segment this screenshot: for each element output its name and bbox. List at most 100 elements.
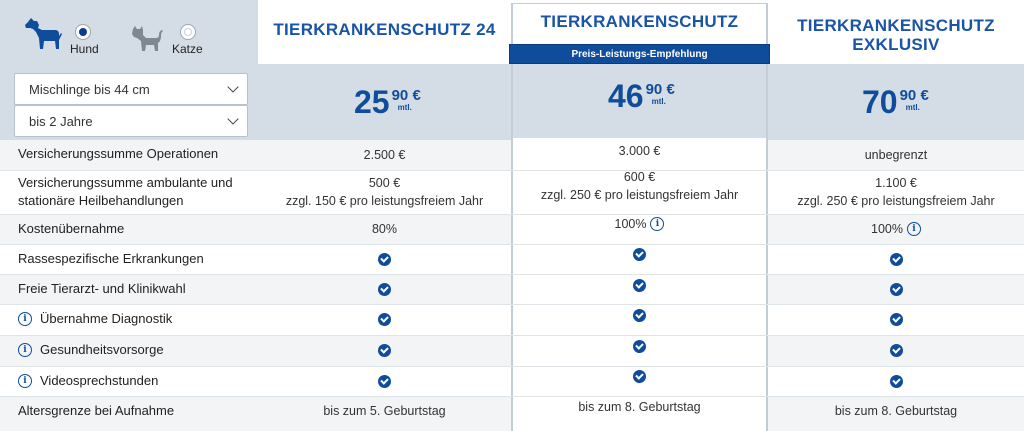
dog-option[interactable] bbox=[22, 16, 62, 53]
row-label-text: Gesundheitsvorsorge bbox=[40, 342, 164, 357]
plan1-price: 25 90 € mtl. bbox=[354, 86, 421, 118]
check-icon bbox=[633, 278, 646, 292]
check-icon bbox=[889, 313, 903, 326]
value-line: 1.100 € bbox=[875, 176, 917, 190]
divider bbox=[0, 335, 1024, 336]
row-label-operations: Versicherungssumme Operationen bbox=[18, 146, 219, 161]
plan3-diagnostics bbox=[768, 304, 1024, 335]
price-unit: mtl. bbox=[397, 103, 412, 112]
row-label-line: Versicherungssumme ambulante und bbox=[18, 175, 233, 190]
plan3-health-care bbox=[768, 335, 1024, 366]
value-line: 500 € bbox=[368, 176, 401, 190]
divider bbox=[0, 170, 1024, 171]
divider bbox=[0, 304, 1024, 305]
price-unit: mtl. bbox=[905, 103, 920, 112]
plan1-breed-diseases bbox=[258, 244, 511, 274]
age-select[interactable]: bis 2 Jahre bbox=[14, 105, 248, 137]
info-icon[interactable]: i bbox=[906, 222, 921, 236]
price-main: 46 bbox=[608, 78, 644, 114]
divider bbox=[0, 274, 1024, 275]
value-line: zzgl. 150 € pro leistungsfreiem Jahr bbox=[285, 194, 484, 208]
check-icon bbox=[633, 340, 646, 353]
plan2-diagnostics bbox=[513, 300, 766, 331]
price-main: 70 bbox=[862, 84, 898, 120]
row-label-line: stationäre Heilbehandlungen bbox=[18, 193, 184, 208]
plan1-age-limit: bis zum 5. Geburtstag bbox=[323, 404, 446, 418]
dog-icon bbox=[25, 18, 62, 49]
price-cents: 90 € bbox=[391, 87, 421, 104]
price-cents: 90 € bbox=[645, 81, 675, 98]
check-icon bbox=[633, 247, 646, 261]
plan2-breed-diseases bbox=[513, 239, 766, 269]
price-unit: mtl. bbox=[651, 97, 666, 106]
size-select-value: Mischlinge bis 44 cm bbox=[29, 81, 150, 97]
info-icon[interactable]: i bbox=[18, 374, 32, 388]
plan3-price: 70 90 € mtl. bbox=[862, 86, 929, 118]
plan1-treatments: 500 € zzgl. 150 € pro leistungsfreiem Ja… bbox=[258, 172, 511, 212]
plan1-cost-coverage: 80% bbox=[371, 222, 398, 236]
check-icon bbox=[378, 252, 391, 266]
row-label-age-limit: Altersgrenze bei Aufnahme bbox=[18, 403, 175, 418]
row-label-breed-diseases: Rassespezifische Erkrankungen bbox=[18, 251, 204, 266]
row-label-cost-coverage: Kostenübernahme bbox=[18, 221, 125, 236]
plan2-operations: 3.000 € bbox=[618, 144, 661, 158]
plan1-header bbox=[258, 0, 511, 64]
plan3-video-consultation bbox=[768, 366, 1024, 396]
age-select-value: bis 2 Jahre bbox=[29, 113, 93, 129]
plan2-video-consultation bbox=[513, 361, 766, 391]
plan3-age-limit: bis zum 8. Geburtstag bbox=[834, 404, 958, 418]
plan2-age-limit: bis zum 8. Geburtstag bbox=[578, 400, 701, 414]
value: 100% bbox=[614, 217, 647, 231]
plan1-video-consultation bbox=[258, 366, 511, 396]
plan1-health-care bbox=[258, 335, 511, 366]
row-label-health-care: i Gesundheitsvorsorge bbox=[18, 341, 164, 359]
cat-option[interactable] bbox=[131, 26, 163, 55]
value-line: 600 € bbox=[623, 170, 656, 184]
value-line: zzgl. 250 € pro leistungsfreiem Jahr bbox=[797, 194, 995, 208]
check-icon bbox=[889, 282, 903, 296]
dog-label: Hund bbox=[70, 42, 99, 56]
plan3-title-line1: TIERKRANKENSCHUTZ bbox=[797, 16, 995, 35]
plan1-operations: 2.500 € bbox=[363, 148, 406, 162]
cat-radio[interactable] bbox=[180, 24, 196, 40]
plan3-breed-diseases bbox=[768, 244, 1024, 274]
row-label-video-consultation: i Videosprechstunden bbox=[18, 372, 158, 390]
check-icon bbox=[378, 313, 391, 326]
plan3-title-line2: EXKLUSIV bbox=[852, 35, 940, 54]
plan3-title: TIERKRANKENSCHUTZ EXKLUSIV bbox=[768, 16, 1024, 54]
dog-radio[interactable] bbox=[75, 24, 91, 40]
row-label-text: Videosprechstunden bbox=[40, 373, 159, 388]
plan1-price-area bbox=[258, 64, 511, 140]
row-label-text: Übernahme Diagnostik bbox=[40, 311, 173, 326]
plan2-cost-coverage: 100% i bbox=[513, 209, 766, 239]
recommendation-badge: Preis-Leistungs-Empfehlung bbox=[509, 44, 770, 64]
check-icon bbox=[378, 282, 391, 296]
check-icon bbox=[378, 344, 391, 357]
plan1-diagnostics bbox=[258, 304, 511, 335]
row-label-treatments: Versicherungssumme ambulante und station… bbox=[18, 174, 233, 210]
price-cents: 90 € bbox=[899, 87, 929, 104]
plan2-health-care bbox=[513, 331, 766, 362]
row-label-diagnostics: i Übernahme Diagnostik bbox=[18, 310, 172, 328]
size-select[interactable]: Mischlinge bis 44 cm bbox=[14, 73, 248, 105]
plan3-header bbox=[768, 0, 1024, 64]
plan2-free-vet-choice bbox=[513, 270, 766, 300]
check-icon bbox=[378, 374, 391, 388]
divider bbox=[0, 396, 1024, 397]
row-label-free-vet-choice: Freie Tierarzt- und Klinikwahl bbox=[18, 281, 186, 296]
value-line: zzgl. 250 € pro leistungsfreiem Jahr bbox=[540, 188, 739, 202]
info-icon[interactable]: i bbox=[18, 343, 32, 357]
plan2-price-area bbox=[513, 62, 766, 138]
check-icon bbox=[633, 309, 646, 322]
chevron-down-icon bbox=[227, 113, 239, 125]
plan3-treatments: 1.100 € zzgl. 250 € pro leistungsfreiem … bbox=[768, 172, 1024, 212]
value: 100% bbox=[871, 222, 903, 236]
plan2-price: 46 90 € mtl. bbox=[608, 80, 675, 112]
info-icon[interactable]: i bbox=[650, 217, 665, 231]
plan1-title: TIERKRANKENSCHUTZ 24 bbox=[273, 20, 496, 39]
divider bbox=[0, 244, 1024, 245]
info-icon[interactable]: i bbox=[18, 312, 32, 326]
cat-icon bbox=[132, 26, 163, 51]
plan3-price-area bbox=[768, 64, 1024, 140]
plan3-cost-coverage: 100% i bbox=[768, 214, 1024, 244]
